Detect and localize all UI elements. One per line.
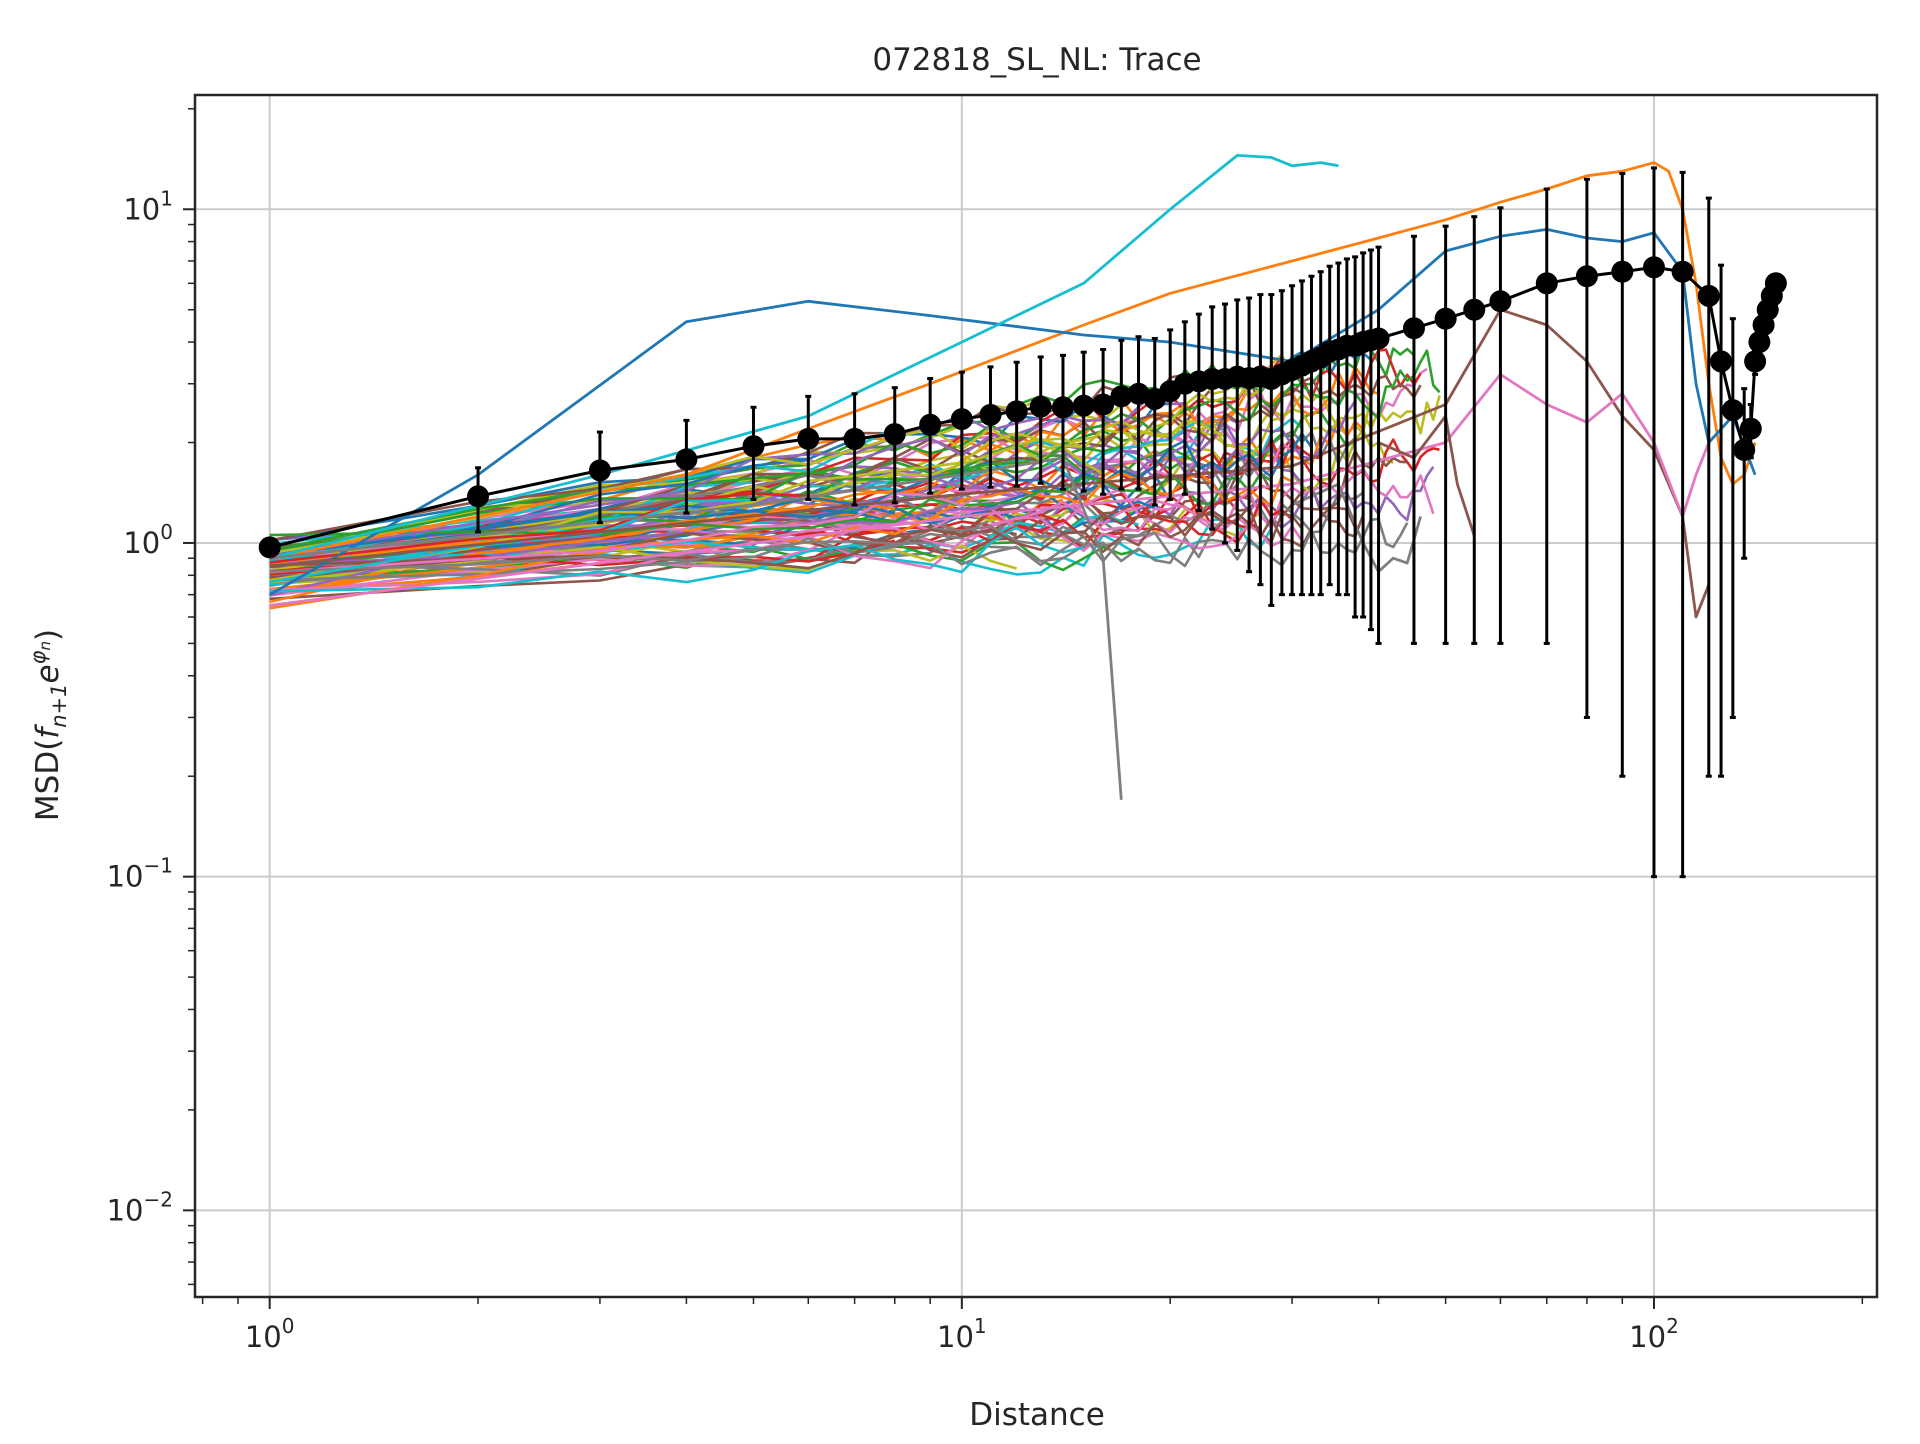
trace-line xyxy=(269,500,1042,565)
y-axis-label-e: e xyxy=(30,664,66,683)
mean-point xyxy=(1434,307,1457,330)
trace-line xyxy=(269,471,1293,610)
trace-line xyxy=(269,492,809,564)
y-tick-label: 101 xyxy=(123,186,173,226)
mean-point xyxy=(883,423,906,446)
mean-point xyxy=(1402,317,1425,340)
mean-point xyxy=(1489,290,1512,313)
mean-point xyxy=(1051,396,1074,419)
mean-point xyxy=(742,435,765,458)
mean-point xyxy=(1005,400,1028,423)
y-axis-label-prefix: MSD( xyxy=(30,739,66,821)
mean-point xyxy=(1072,394,1095,417)
trace-line xyxy=(269,493,1186,597)
mean-point xyxy=(1367,327,1390,350)
mean-point xyxy=(1710,350,1733,373)
trace-line xyxy=(269,515,1122,569)
plot-area-frame xyxy=(193,93,1879,1299)
trace-line xyxy=(269,348,1422,563)
x-tick-label: 100 xyxy=(245,1314,295,1354)
trace-line xyxy=(269,432,1313,552)
individual-traces xyxy=(269,153,1757,800)
x-axis-label: Distance xyxy=(969,1397,1105,1433)
mean-point xyxy=(1463,298,1486,321)
mean-point xyxy=(1733,438,1756,461)
mean-point xyxy=(1029,395,1052,418)
chart-title: 072818_SL_NL: Trace xyxy=(872,42,1201,78)
trace-line xyxy=(269,488,1272,555)
mean-point xyxy=(1671,260,1694,283)
trace-line xyxy=(269,526,1085,593)
mean-point xyxy=(1721,399,1744,422)
trace-line xyxy=(269,419,1226,582)
mean-point xyxy=(258,536,281,559)
y-tick-label: 100 xyxy=(123,520,173,560)
trace-line-highlighted xyxy=(269,153,1339,560)
y-axis-label-suffix: ) xyxy=(30,629,66,641)
mean-point xyxy=(843,427,866,450)
mean-point xyxy=(588,459,611,482)
trace-line-highlighted xyxy=(269,456,1123,800)
mean-point xyxy=(467,485,490,508)
y-axis-label: MSD(fn+1eφn) xyxy=(26,629,71,821)
y-tick-label: 10−2 xyxy=(107,1187,173,1227)
mean-point xyxy=(1739,417,1762,440)
trace-line xyxy=(269,374,1422,548)
mean-point xyxy=(979,403,1002,426)
axis-ticks: 100 101 102 10−2 10−1 100 101 xyxy=(107,108,1864,1354)
mean-point xyxy=(797,427,820,450)
x-tick-label: 101 xyxy=(937,1314,987,1354)
mean-point xyxy=(1092,393,1115,416)
mean-point xyxy=(950,408,973,431)
mean-point xyxy=(1642,256,1665,279)
y-axis-label-sup: φ xyxy=(26,650,50,664)
trace-line xyxy=(269,489,992,574)
mean-point xyxy=(675,448,698,471)
mean-point xyxy=(1748,331,1771,354)
mean-point xyxy=(1575,265,1598,288)
mean-point xyxy=(1110,385,1133,408)
mean-series xyxy=(258,256,1787,559)
x-tick-label: 102 xyxy=(1629,1314,1679,1354)
mean-point xyxy=(919,413,942,436)
y-tick-label: 10−1 xyxy=(107,854,173,894)
mean-point xyxy=(1764,272,1787,295)
mean-point xyxy=(1535,272,1558,295)
y-axis-label-sup-sub: n xyxy=(36,641,54,651)
mean-point xyxy=(1744,350,1767,373)
mean-point xyxy=(1611,260,1634,283)
trace-line xyxy=(269,524,1085,582)
mean-point xyxy=(1697,284,1720,307)
y-axis-label-sub: n+1 xyxy=(47,683,71,727)
